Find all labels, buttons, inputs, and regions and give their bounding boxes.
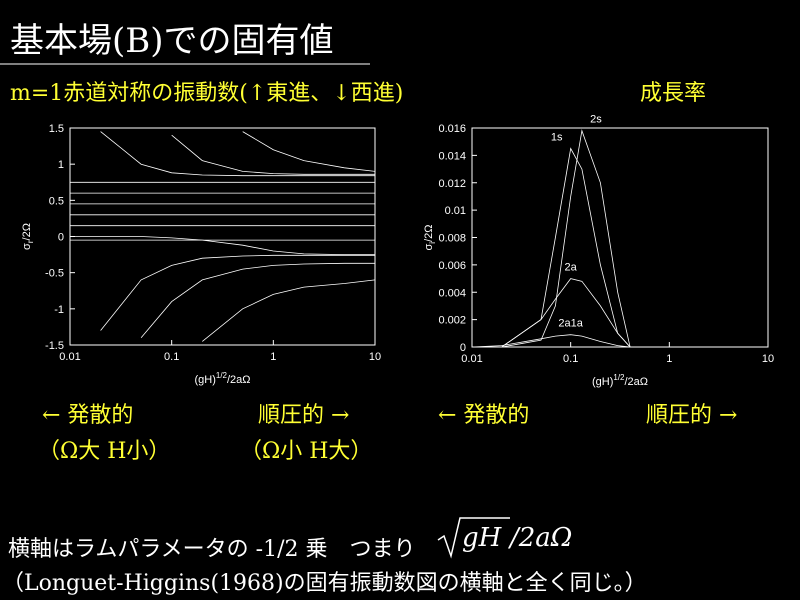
series-line — [472, 129, 631, 347]
y-tick-label: 0.016 — [438, 123, 466, 135]
x-axis-label-part: (gH) — [592, 376, 613, 388]
series-line — [202, 279, 375, 342]
subtitle: m=1赤道対称の振動数(↑東進、↓西進) — [10, 81, 403, 106]
note: （Ω大 H小） — [38, 439, 170, 464]
y-tick-label: 0.5 — [49, 195, 64, 207]
growth-label: 成長率 — [640, 81, 706, 106]
y-tick-label: 0.01 — [445, 205, 466, 217]
notes: ← 発散的 順圧的 → （Ω大 H小） （Ω小 H大） ← 発散的 順圧的 → — [38, 403, 737, 464]
y-tick-label: 0.014 — [438, 150, 466, 162]
x-tick-label: 10 — [369, 351, 381, 363]
y-axis-label: σi/2Ω — [423, 225, 437, 251]
y-axis-label-part: r — [26, 240, 35, 243]
growth-chart: 0 0.002 0.004 0.006 0.008 0.01 0.012 0.014 0.016… — [423, 114, 774, 388]
x-axis-label-part: /2aΩ — [227, 374, 251, 386]
series-line — [242, 131, 375, 172]
slide-title: 基本場(B)での固有値 — [10, 21, 334, 61]
y-tick-label: 0 — [58, 232, 64, 244]
x-tick-label: 10 — [762, 353, 774, 365]
y-axis-label-part: /2Ω — [21, 223, 33, 240]
series-line — [70, 236, 375, 255]
y-tick-label: -0.5 — [45, 268, 64, 280]
y-tick-label: 0.012 — [438, 178, 466, 190]
y-tick-label: 0 — [460, 342, 466, 354]
footer-line: 横軸はラムパラメータの -1/2 乗 つまり — [8, 537, 416, 562]
series-line — [140, 262, 375, 339]
y-axis-label-part: σ — [423, 243, 435, 250]
x-axis-label: (gH)1/2/2aΩ — [194, 371, 250, 386]
series-line — [472, 278, 631, 347]
series-label: 2a1a — [558, 318, 583, 330]
y-tick-label: 0.004 — [438, 287, 466, 299]
series-group — [70, 131, 375, 342]
x-tick-label: 0.1 — [563, 353, 578, 365]
series-line — [100, 254, 375, 331]
y-tick-label: 0.008 — [438, 233, 466, 245]
x-tick-label: 1 — [270, 351, 276, 363]
note: 順圧的 → — [258, 403, 349, 428]
y-axis-label-part: σ — [21, 243, 33, 250]
x-axis-label-part: /2aΩ — [625, 376, 649, 388]
y-tick-label: 1.5 — [49, 123, 64, 135]
series-group — [472, 129, 631, 347]
series-label: 2s — [590, 114, 602, 126]
sqrt-sign — [437, 517, 510, 559]
x-axis-label: (gH)1/2/2aΩ — [592, 373, 648, 388]
formula: gH — [462, 523, 503, 553]
x-tick-label: 0.01 — [59, 351, 80, 363]
x-axis-label-part: 1/2 — [216, 371, 228, 380]
y-axis-label-part: /2Ω — [423, 225, 435, 242]
x-tick-label: 1 — [666, 353, 672, 365]
series-line — [171, 134, 375, 175]
series-label: 2a — [565, 262, 578, 274]
x-tick-label: 0.01 — [461, 353, 482, 365]
note: ← 発散的 — [438, 403, 529, 428]
note: （Ω小 H大） — [240, 439, 372, 464]
series-label: 1s — [551, 132, 563, 144]
note: 順圧的 → — [646, 403, 737, 428]
y-tick-label: 0.002 — [438, 315, 466, 327]
y-tick-label: -1.5 — [45, 340, 64, 352]
x-axis-label-part: 1/2 — [613, 373, 625, 382]
series-line — [472, 334, 631, 347]
y-tick-label: 1 — [58, 159, 64, 171]
formula: /2aΩ — [507, 523, 572, 553]
frequency-chart: -1.5 -1 -0.5 0 0.5 1 1.5 0.01 0.1 1 10 (gH)1/2/2aΩ σ… — [21, 123, 381, 386]
note: ← 発散的 — [42, 403, 133, 428]
footer-line: （Longuet-Higgins(1968)の固有振動数図の横軸と全く同じ。） — [2, 571, 647, 596]
y-tick-label: 0.006 — [438, 260, 466, 272]
y-axis-label: σr/2Ω — [21, 223, 35, 250]
series-line — [100, 131, 375, 177]
y-axis-label-part: i — [428, 242, 437, 244]
footer: 横軸はラムパラメータの -1/2 乗 つまり gH /2aΩ （Longuet-… — [2, 517, 647, 596]
y-tick-label: -1 — [54, 304, 64, 316]
x-axis-label-part: (gH) — [194, 374, 215, 386]
x-tick-label: 0.1 — [164, 351, 179, 363]
